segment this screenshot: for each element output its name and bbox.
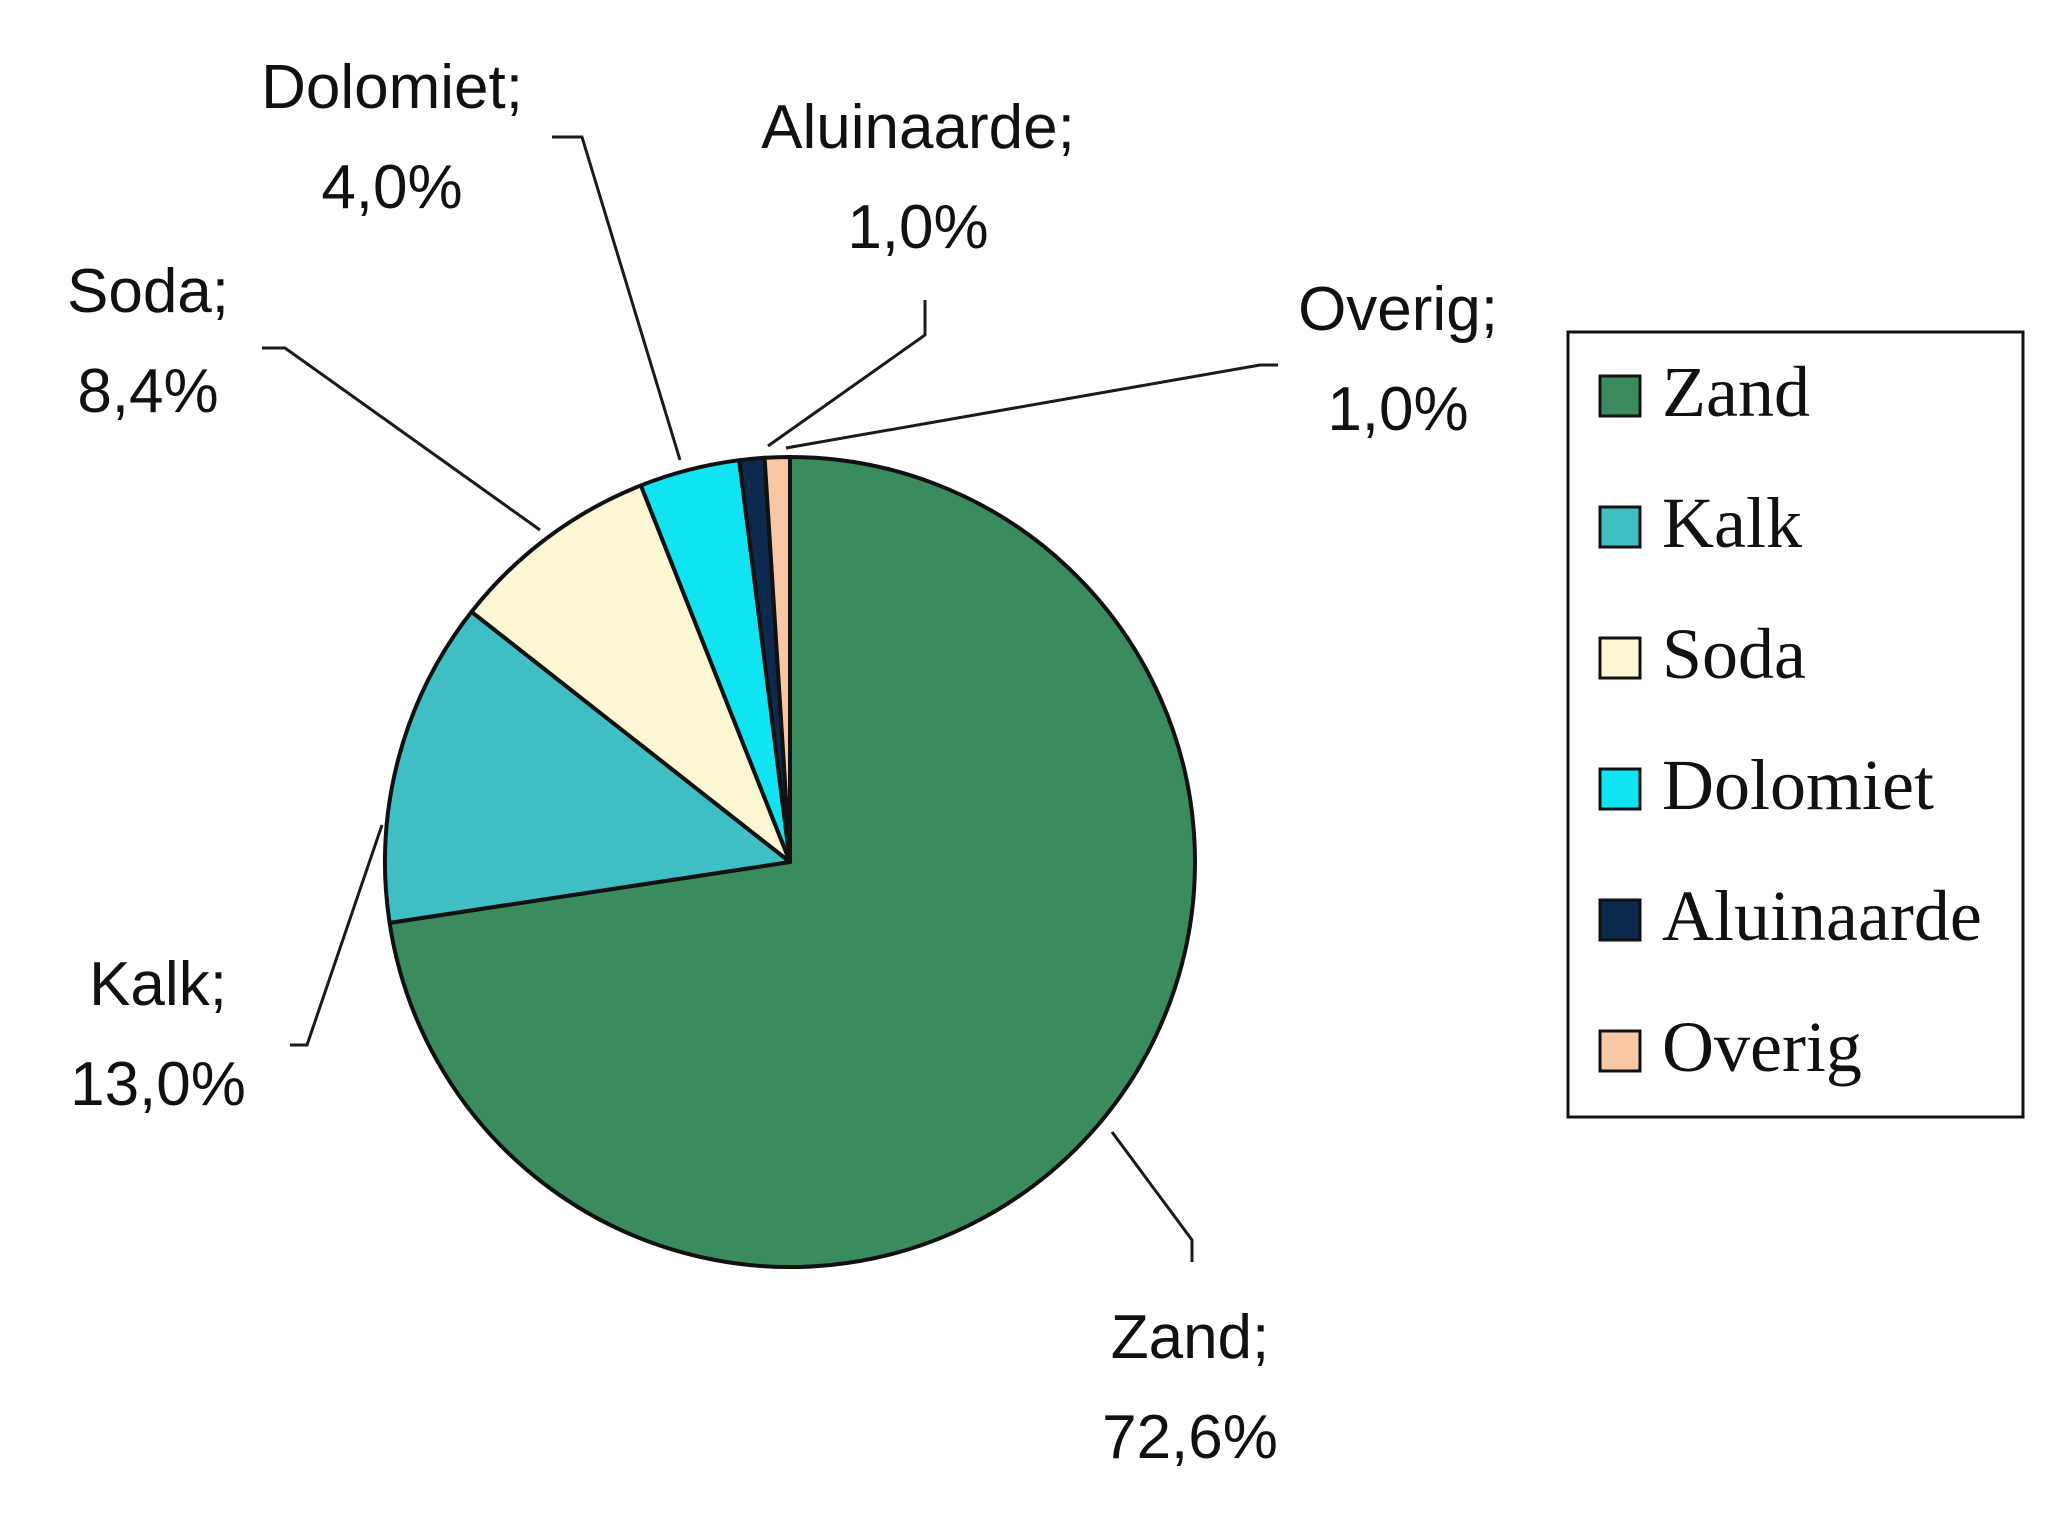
slice-label-soda: Soda; [67, 257, 229, 326]
slice-value-overig: 1,0% [1327, 375, 1468, 444]
pie-slice-soda [469, 483, 792, 864]
pie-slices [383, 455, 1197, 1269]
pie-slice-overig [762, 455, 792, 864]
slice-label-overig: Overig; [1298, 275, 1498, 344]
slice-labels: Zand; 72,6% Kalk; 13,0% Soda; 8,4% Dolomiet; 4,… [67, 53, 1498, 1472]
legend-label-overig: Overig [1662, 1007, 1862, 1087]
leader-line-dolomiet [552, 135, 682, 461]
legend-swatch-dolomiet [1598, 767, 1642, 811]
pie-slice-zand [387, 455, 1197, 1269]
legend-swatch-kalk [1598, 505, 1642, 549]
pie-slice-kalk [383, 609, 792, 925]
slice-label-zand: Zand; [1111, 1303, 1270, 1372]
legend-swatch-soda [1598, 636, 1642, 680]
slice-value-kalk: 13,0% [70, 1050, 246, 1119]
slice-value-zand: 72,6% [1102, 1403, 1278, 1472]
leader-line-overig [785, 363, 1278, 450]
legend: Zand Kalk Soda Dolomiet Aluinaarde Overig [1566, 330, 2025, 1119]
leader-line-kalk [290, 824, 384, 1047]
leader-line-zand [1110, 1131, 1194, 1262]
leader-line-aluinaarde [767, 300, 927, 448]
legend-label-zand: Zand [1662, 352, 1810, 432]
slice-value-aluinaarde: 1,0% [847, 193, 988, 262]
legend-label-dolomiet: Dolomiet [1662, 745, 1934, 825]
legend-box [1566, 330, 2025, 1119]
legend-label-aluinaarde: Aluinaarde [1662, 876, 1982, 956]
slice-label-dolomiet: Dolomiet; [261, 53, 523, 122]
slice-label-kalk: Kalk; [89, 950, 227, 1019]
legend-label-soda: Soda [1662, 614, 1806, 694]
legend-swatch-overig [1598, 1029, 1642, 1073]
legend-swatch-zand [1598, 374, 1642, 418]
leader-lines [262, 135, 1278, 1262]
slice-value-soda: 8,4% [77, 357, 218, 426]
legend-label-kalk: Kalk [1662, 483, 1802, 563]
legend-swatch-aluinaarde [1598, 898, 1642, 942]
slice-value-dolomiet: 4,0% [321, 153, 462, 222]
leader-line-soda [262, 346, 541, 532]
slice-label-aluinaarde: Aluinaarde; [761, 93, 1075, 162]
